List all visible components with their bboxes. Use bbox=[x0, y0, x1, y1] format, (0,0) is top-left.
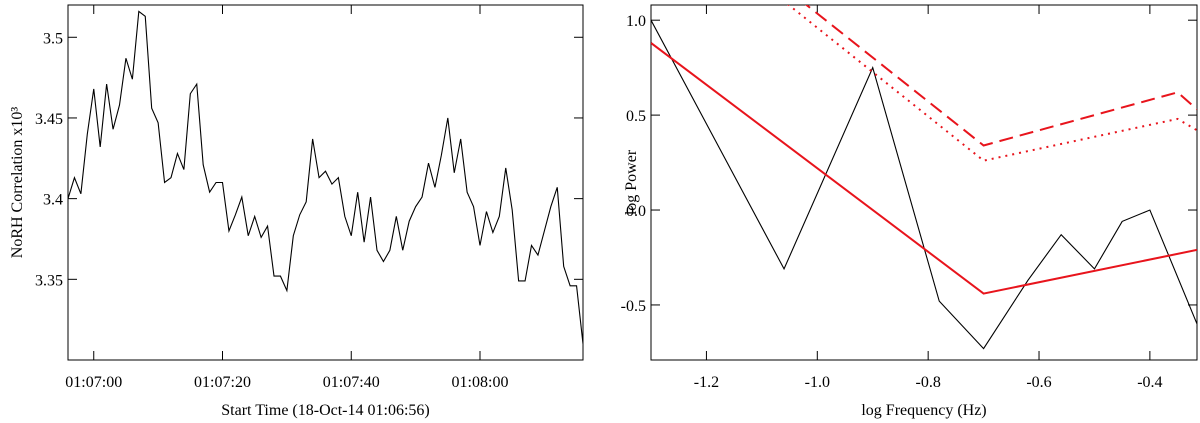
y-axis-label: log Power bbox=[623, 149, 640, 215]
x-tick-label: -1.2 bbox=[694, 374, 719, 391]
x-axis-label: log Frequency (Hz) bbox=[861, 402, 986, 419]
x-tick-label: -1.0 bbox=[805, 374, 830, 391]
plot-area bbox=[651, 5, 1197, 350]
x-tick-label: 01:07:40 bbox=[323, 374, 380, 391]
y-tick-label: 0.0 bbox=[626, 203, 646, 220]
y-tick-label: 3.35 bbox=[35, 272, 63, 289]
x-tick-label: 01:07:20 bbox=[194, 374, 251, 391]
x-tick-label: 01:08:00 bbox=[452, 374, 509, 391]
y-tick-label: 3.4 bbox=[43, 192, 63, 209]
data-line bbox=[787, 5, 1197, 162]
x-tick-label: -0.4 bbox=[1137, 374, 1162, 391]
y-tick-label: 3.5 bbox=[43, 30, 63, 47]
y-tick-label: 3.45 bbox=[35, 111, 63, 128]
x-axis-label: Start Time (18-Oct-14 01:06:56) bbox=[221, 402, 429, 419]
x-tick-label: -0.6 bbox=[1026, 374, 1051, 391]
plot-frame bbox=[67, 4, 584, 361]
x-tick-label: -0.8 bbox=[915, 374, 940, 391]
y-axis-label: NoRH Correlation x10³ bbox=[9, 107, 26, 259]
data-line bbox=[68, 10, 583, 344]
y-tick-label: -0.5 bbox=[621, 298, 646, 315]
plot-frame bbox=[650, 4, 1198, 361]
y-tick-label: 1.0 bbox=[626, 13, 646, 30]
data-line bbox=[804, 5, 1197, 147]
x-tick-label: 01:07:00 bbox=[65, 374, 122, 391]
data-line bbox=[651, 42, 1197, 295]
y-tick-label: 0.5 bbox=[626, 108, 646, 125]
data-line bbox=[651, 19, 1197, 350]
plot-area bbox=[68, 10, 583, 344]
